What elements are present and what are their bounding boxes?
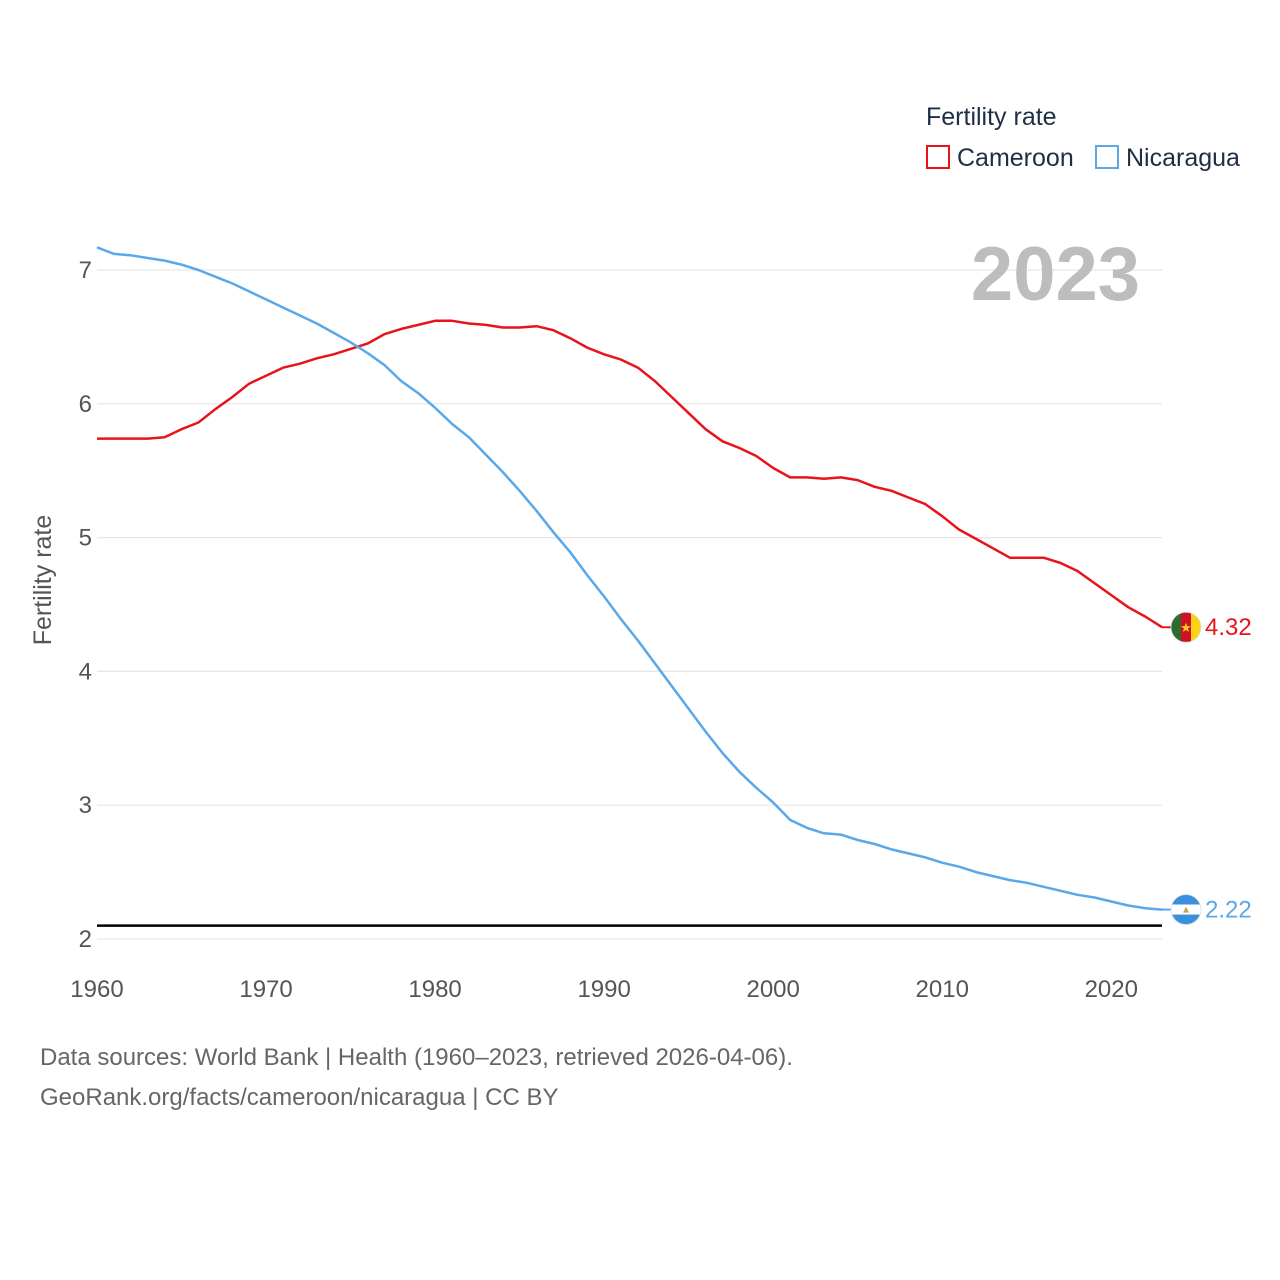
series-line-nicaragua[interactable] (96, 246, 1163, 911)
legend-swatch-nicaragua (1095, 145, 1119, 169)
legend-label-cameroon: Cameroon (957, 144, 1074, 172)
gridlines (97, 269, 1162, 940)
y-axis-ticks: 2 3 4 5 6 7 (79, 257, 92, 953)
legend-label-nicaragua: Nicaragua (1126, 144, 1240, 172)
source-line: Data sources: World Bank | Health (1960–… (40, 1044, 793, 1071)
legend-title: Fertility rate (926, 103, 1057, 131)
x-tick-label: 1980 (408, 976, 461, 1003)
series-end-markers: ★ 4.32 2.22 (1162, 611, 1252, 925)
current-year-label: 2023 (971, 232, 1140, 317)
end-value-cameroon: 4.32 (1205, 614, 1252, 641)
y-tick-label: 4 (79, 658, 92, 685)
y-tick-label: 5 (79, 525, 92, 552)
y-tick-label: 2 (79, 926, 92, 953)
series-lines (96, 246, 1163, 911)
x-tick-label: 2000 (746, 976, 799, 1003)
end-value-nicaragua: 2.22 (1205, 897, 1252, 924)
legend-swatch-cameroon (926, 145, 950, 169)
svg-text:★: ★ (1180, 621, 1192, 636)
legend: Fertility rate Cameroon Nicaragua (926, 103, 1240, 172)
cameroon-flag-icon: ★ (1162, 611, 1202, 643)
x-tick-label: 1990 (577, 976, 630, 1003)
x-tick-label: 2010 (916, 976, 969, 1003)
y-tick-label: 6 (79, 391, 92, 418)
series-line-cameroon[interactable] (97, 319, 1163, 629)
legend-item-nicaragua[interactable]: Nicaragua (1095, 144, 1240, 172)
x-axis-ticks: 1960 1970 1980 1990 2000 2010 2020 (70, 976, 1138, 1003)
x-tick-label: 2020 (1085, 976, 1138, 1003)
y-axis-label: Fertility rate (29, 515, 57, 646)
nicaragua-flag-icon (1162, 894, 1202, 925)
x-tick-label: 1970 (239, 976, 292, 1003)
legend-item-cameroon[interactable]: Cameroon (926, 144, 1074, 172)
y-tick-label: 7 (79, 257, 92, 284)
y-tick-label: 3 (79, 792, 92, 819)
x-tick-label: 1960 (70, 976, 123, 1003)
attribution-line[interactable]: GeoRank.org/facts/cameroon/nicaragua | C… (40, 1084, 559, 1111)
